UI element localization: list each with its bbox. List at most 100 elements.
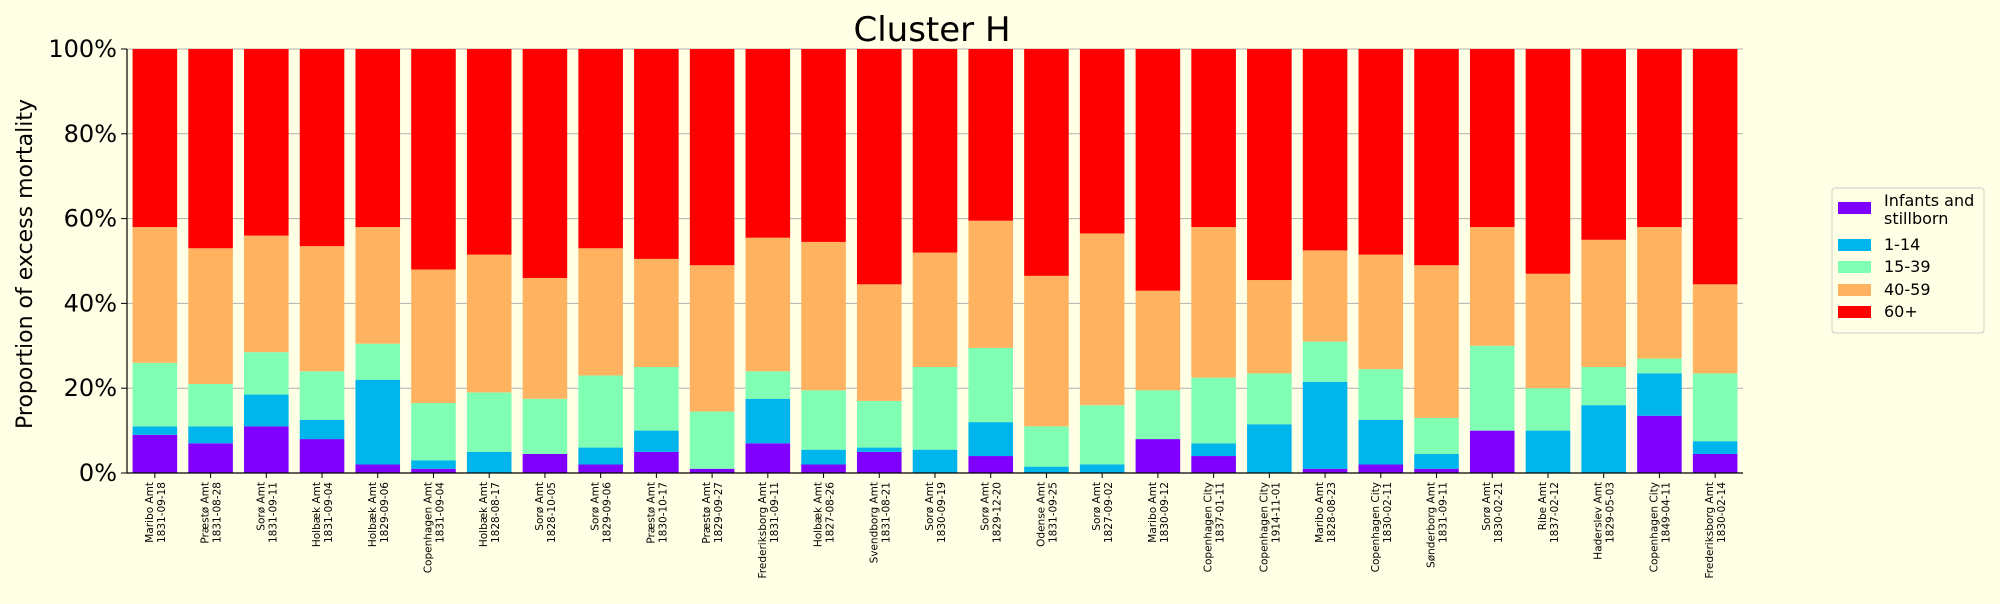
bar-segment (578, 464, 623, 473)
bar-segment (299, 371, 345, 420)
bar-segment (244, 426, 289, 473)
bar-stacks (132, 49, 1738, 473)
x-tick-label-line: Holbæk Amt (367, 482, 379, 547)
bar-segment (634, 451, 679, 473)
chart-title: Cluster H (853, 10, 1010, 50)
bar-segment (912, 49, 958, 253)
x-tick-label-line: Maribo Amt (144, 482, 156, 543)
bar-segment (1191, 443, 1236, 457)
bar-segment (745, 237, 791, 372)
legend: Infants and stillborn 1-14 15-39 40-59 60+ (1831, 187, 1985, 334)
bar-segment (1024, 49, 1069, 276)
bar-segment (1581, 367, 1626, 406)
bar-segment (1469, 345, 1515, 431)
x-tick-label-line: 1831-09-11 (1438, 482, 1450, 543)
bar-segment (634, 430, 679, 452)
bar-segment (1358, 49, 1404, 255)
x-tick-label: Sorø Amt1830-02-21 (1481, 482, 1505, 543)
x-tick-label-line: 1830-02-21 (1493, 482, 1505, 543)
x-tick-label: Præstø Amt1830-10-17 (645, 482, 669, 544)
x-tick-label-line: Odense Amt (1035, 482, 1047, 547)
bar-segment (1135, 439, 1181, 473)
bar-segment (968, 220, 1014, 348)
bar-segment (634, 367, 679, 431)
bar-segment (912, 449, 958, 473)
bar-segment (355, 49, 401, 228)
bar-segment (1302, 341, 1348, 382)
x-tick-label: Sorø Amt1830-09-19 (924, 482, 948, 543)
x-tick-label-line: Sønderborg Amt (1426, 482, 1438, 568)
bar-segment (522, 49, 568, 278)
bar-segment (1247, 49, 1292, 281)
bar-segment (188, 426, 233, 444)
x-tick-label-line: 1831-09-11 (769, 482, 781, 543)
bar-segment (689, 468, 735, 473)
y-tick-label: 80% (64, 120, 117, 148)
bar-segment (1191, 49, 1236, 228)
x-tick-label-line: 1849-04-11 (1660, 482, 1672, 543)
y-tick-label: 40% (64, 289, 117, 317)
legend-label: 1-14 (1884, 235, 1920, 254)
bar-segment (1079, 405, 1125, 465)
bar-segment (1135, 49, 1181, 291)
bar-segment (912, 367, 958, 450)
bar-segment (689, 411, 735, 469)
x-tick-label-line: Holbæk Amt (311, 482, 323, 547)
x-tick-label-line: 1831-09-04 (434, 482, 446, 543)
bar-segment (355, 464, 401, 473)
x-tick-label: Maribo Amt1831-09-18 (144, 482, 168, 543)
bar-segment (801, 449, 846, 465)
bar-segment (1247, 280, 1292, 374)
bar-segment (968, 456, 1014, 473)
y-tick-label: 0% (79, 459, 117, 487)
bar-segment (244, 235, 289, 353)
bar-segment (1191, 456, 1236, 473)
x-tick-label-line: Præstø Amt (200, 482, 212, 544)
x-tick-label-line: 1830-09-12 (1159, 482, 1171, 543)
x-tick-label-line: Svendborg Amt (868, 482, 880, 563)
x-tick-label-line: 1831-09-25 (1047, 482, 1059, 543)
x-tick-label-line: Sorø Amt (1481, 482, 1493, 531)
x-tick-label: Præstø Amt1829-09-27 (701, 482, 725, 544)
bar-segment (801, 464, 846, 473)
bar-segment (355, 379, 401, 465)
x-tick-label-line: Sorø Amt (980, 482, 992, 531)
bar-segment (1469, 227, 1515, 346)
x-tick-label-line: 1831-08-21 (880, 482, 892, 543)
x-tick-label-line: 1830-02-11 (1382, 482, 1394, 543)
x-tick-label: Maribo Amt1828-08-23 (1314, 482, 1338, 543)
legend-swatch (1838, 284, 1871, 296)
x-tick-label-line: Sorø Amt (924, 482, 936, 531)
bar-segment (1135, 390, 1181, 440)
x-tick-label: Copenhagen City1837-01-11 (1203, 482, 1227, 572)
bar-segment (1692, 441, 1738, 454)
x-tick-label: Copenhagen City1830-02-11 (1370, 482, 1394, 572)
bar-segment (1079, 49, 1125, 234)
bar-segment (578, 248, 623, 376)
x-tick-label-line: 1829-09-06 (602, 482, 614, 543)
bar-segment (522, 398, 568, 454)
x-tick-label-line: Maribo Amt (1147, 482, 1159, 543)
x-tick-label-line: 1828-08-17 (490, 482, 502, 543)
bar-segment (466, 392, 512, 452)
bar-segment (188, 49, 233, 249)
bar-segment (1135, 290, 1181, 391)
bar-segment (634, 49, 679, 259)
bar-segment (968, 49, 1014, 221)
bar-segment (355, 343, 401, 380)
x-tick-label: Holbæk Amt1828-08-17 (478, 482, 502, 547)
legend-label: 40-59 (1884, 280, 1931, 299)
x-tick-label-line: Copenhagen Amt (422, 482, 434, 573)
legend-swatch (1838, 306, 1871, 318)
bar-segment (1414, 453, 1459, 469)
x-tick-label-line: Copenhagen City (1258, 482, 1270, 572)
bar-segment (411, 403, 456, 461)
bar-segment (1692, 373, 1738, 442)
bar-segment (1358, 420, 1404, 465)
x-tick-label-line: Sorø Amt (255, 482, 267, 531)
x-tick-label-line: 1837-01-11 (1215, 482, 1227, 543)
x-tick-label: Svendborg Amt1831-08-21 (868, 482, 892, 563)
x-tick-label: Frederiksborg Amt1830-02-14 (1704, 482, 1728, 579)
x-tick-label-line: 1830-09-19 (936, 482, 948, 543)
x-tick-label: Frederiksborg Amt1831-09-11 (757, 482, 781, 578)
